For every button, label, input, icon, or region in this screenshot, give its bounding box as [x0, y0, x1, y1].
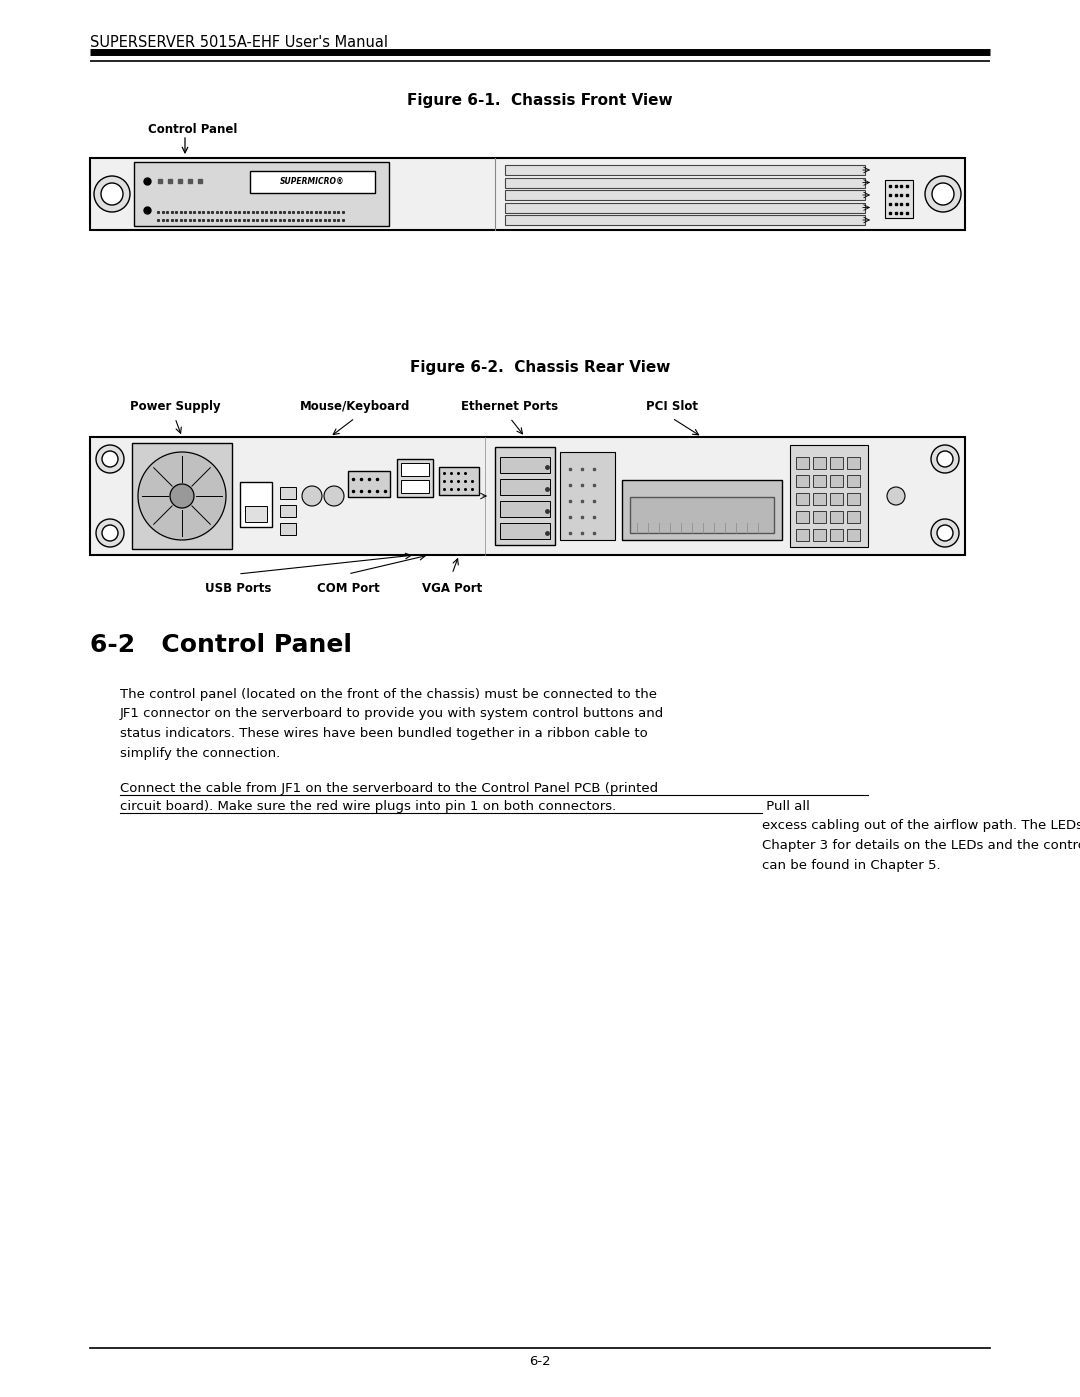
Circle shape: [887, 488, 905, 504]
Circle shape: [94, 176, 130, 212]
Bar: [847, 529, 860, 541]
Bar: [789, 446, 868, 548]
Bar: [438, 467, 480, 495]
Bar: [831, 457, 843, 469]
Bar: [796, 511, 809, 522]
Text: Power Supply: Power Supply: [130, 400, 220, 414]
Circle shape: [924, 176, 961, 212]
Bar: [847, 493, 860, 504]
Bar: [831, 475, 843, 488]
Text: USB Ports: USB Ports: [205, 583, 271, 595]
Bar: [813, 511, 826, 522]
Text: Pull all
excess cabling out of the airflow path. The LEDs inform you of system s: Pull all excess cabling out of the airfl…: [762, 800, 1080, 872]
Bar: [813, 457, 826, 469]
Bar: [796, 475, 809, 488]
Bar: [847, 511, 860, 522]
Text: circuit board). Make sure the red wire plugs into pin 1 on both connectors.: circuit board). Make sure the red wire p…: [120, 800, 617, 813]
Bar: [796, 529, 809, 541]
Bar: [500, 522, 550, 539]
Bar: [134, 162, 389, 226]
Text: SUPERSERVER 5015A-EHF User's Manual: SUPERSERVER 5015A-EHF User's Manual: [90, 35, 388, 50]
Circle shape: [302, 486, 322, 506]
Circle shape: [102, 525, 118, 541]
Bar: [495, 447, 555, 545]
Bar: [505, 215, 865, 225]
Bar: [245, 506, 267, 522]
Bar: [249, 170, 375, 193]
Text: Connect the cable from JF1 on the serverboard to the Control Panel PCB (printed: Connect the cable from JF1 on the server…: [120, 782, 658, 795]
Text: Ethernet Ports: Ethernet Ports: [461, 400, 558, 414]
Bar: [796, 457, 809, 469]
Circle shape: [96, 520, 124, 548]
Circle shape: [138, 453, 226, 541]
Circle shape: [931, 446, 959, 474]
Text: Mouse/Keyboard: Mouse/Keyboard: [300, 400, 410, 414]
Bar: [280, 488, 296, 499]
Circle shape: [324, 486, 345, 506]
Bar: [630, 497, 774, 534]
Bar: [280, 522, 296, 535]
Bar: [813, 493, 826, 504]
Bar: [831, 493, 843, 504]
Bar: [348, 471, 390, 497]
Text: SUPERMICRO®: SUPERMICRO®: [280, 177, 345, 186]
Circle shape: [932, 183, 954, 205]
Bar: [90, 437, 966, 555]
Bar: [505, 177, 865, 187]
Bar: [401, 481, 429, 493]
Text: Control Panel: Control Panel: [148, 123, 238, 136]
Bar: [500, 457, 550, 474]
Circle shape: [96, 446, 124, 474]
Bar: [622, 481, 782, 541]
Circle shape: [931, 520, 959, 548]
Text: The control panel (located on the front of the chassis) must be connected to the: The control panel (located on the front …: [120, 687, 664, 760]
Bar: [831, 529, 843, 541]
Bar: [813, 529, 826, 541]
Bar: [500, 479, 550, 495]
Circle shape: [102, 183, 123, 205]
Bar: [561, 453, 615, 541]
Bar: [885, 180, 913, 218]
Bar: [132, 443, 232, 549]
Bar: [505, 203, 865, 212]
Circle shape: [937, 451, 953, 467]
Bar: [813, 475, 826, 488]
Bar: [796, 493, 809, 504]
Text: 6-2: 6-2: [529, 1355, 551, 1368]
Bar: [397, 460, 433, 497]
Bar: [505, 190, 865, 200]
Text: PCI Slot: PCI Slot: [646, 400, 698, 414]
Text: VGA Port: VGA Port: [422, 583, 482, 595]
Bar: [500, 502, 550, 517]
Bar: [847, 457, 860, 469]
Circle shape: [937, 525, 953, 541]
Text: Figure 6-2.  Chassis Rear View: Figure 6-2. Chassis Rear View: [409, 360, 671, 374]
Bar: [401, 462, 429, 476]
Bar: [831, 511, 843, 522]
Bar: [90, 158, 966, 231]
Circle shape: [170, 483, 194, 509]
Text: Figure 6-1.  Chassis Front View: Figure 6-1. Chassis Front View: [407, 94, 673, 108]
Bar: [847, 475, 860, 488]
Text: COM Port: COM Port: [316, 583, 379, 595]
Bar: [505, 165, 865, 175]
Bar: [280, 504, 296, 517]
Text: 6-2   Control Panel: 6-2 Control Panel: [90, 633, 352, 657]
Circle shape: [102, 451, 118, 467]
Bar: [240, 482, 272, 527]
